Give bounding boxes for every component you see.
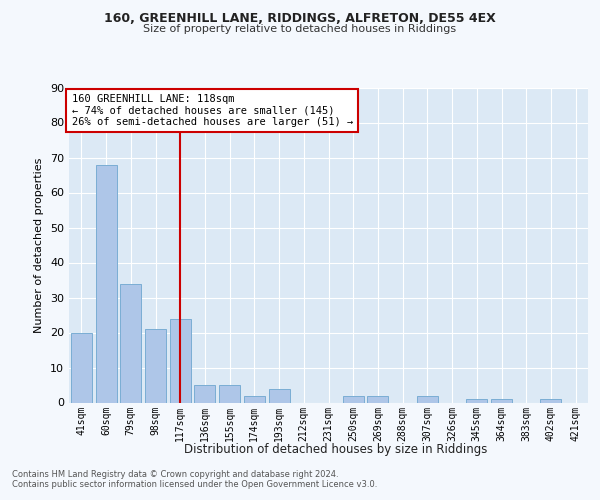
Bar: [219, 385, 240, 402]
Text: 160, GREENHILL LANE, RIDDINGS, ALFRETON, DE55 4EX: 160, GREENHILL LANE, RIDDINGS, ALFRETON,…: [104, 12, 496, 26]
Text: Size of property relative to detached houses in Riddings: Size of property relative to detached ho…: [143, 24, 457, 34]
Bar: [367, 396, 388, 402]
Bar: [417, 396, 438, 402]
Y-axis label: Number of detached properties: Number of detached properties: [34, 158, 44, 332]
Bar: [466, 399, 487, 402]
Text: 160 GREENHILL LANE: 118sqm
← 74% of detached houses are smaller (145)
26% of sem: 160 GREENHILL LANE: 118sqm ← 74% of deta…: [71, 94, 353, 127]
Bar: [194, 385, 215, 402]
Bar: [71, 332, 92, 402]
Bar: [541, 399, 562, 402]
Text: Contains public sector information licensed under the Open Government Licence v3: Contains public sector information licen…: [12, 480, 377, 489]
Bar: [145, 329, 166, 402]
Text: Distribution of detached houses by size in Riddings: Distribution of detached houses by size …: [184, 442, 488, 456]
Text: Contains HM Land Registry data © Crown copyright and database right 2024.: Contains HM Land Registry data © Crown c…: [12, 470, 338, 479]
Bar: [120, 284, 141, 403]
Bar: [269, 388, 290, 402]
Bar: [343, 396, 364, 402]
Bar: [491, 399, 512, 402]
Bar: [95, 164, 116, 402]
Bar: [244, 396, 265, 402]
Bar: [170, 318, 191, 402]
